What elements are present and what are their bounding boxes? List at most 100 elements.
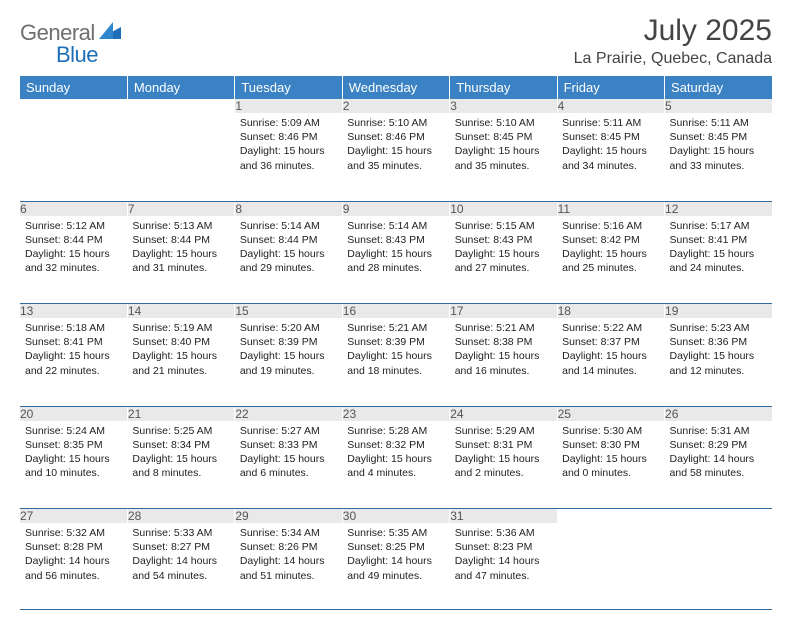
day-number: 21	[127, 406, 234, 421]
sunset-line: Sunset: 8:39 PM	[347, 335, 444, 349]
day-number: 5	[665, 99, 772, 113]
day-cell: Sunrise: 5:20 AMSunset: 8:39 PMDaylight:…	[235, 318, 342, 406]
day-cell: Sunrise: 5:15 AMSunset: 8:43 PMDaylight:…	[450, 216, 557, 304]
day-cell: Sunrise: 5:11 AMSunset: 8:45 PMDaylight:…	[557, 113, 664, 201]
day-cell: Sunrise: 5:23 AMSunset: 8:36 PMDaylight:…	[665, 318, 772, 406]
day-cell: Sunrise: 5:33 AMSunset: 8:27 PMDaylight:…	[127, 523, 234, 609]
day-number: 14	[127, 304, 234, 319]
week-row: Sunrise: 5:09 AMSunset: 8:46 PMDaylight:…	[20, 113, 772, 201]
week-row: Sunrise: 5:18 AMSunset: 8:41 PMDaylight:…	[20, 318, 772, 406]
daylight-line: Daylight: 15 hours and 31 minutes.	[132, 247, 229, 275]
day-number: 13	[20, 304, 127, 319]
daylight-line: Daylight: 15 hours and 35 minutes.	[347, 144, 444, 172]
sunrise-line: Sunrise: 5:16 AM	[562, 219, 659, 233]
daynum-row: 12345	[20, 99, 772, 113]
day-number: 18	[557, 304, 664, 319]
day-cell: Sunrise: 5:28 AMSunset: 8:32 PMDaylight:…	[342, 421, 449, 509]
daylight-line: Daylight: 14 hours and 49 minutes.	[347, 554, 444, 582]
daylight-line: Daylight: 15 hours and 2 minutes.	[455, 452, 552, 480]
sunrise-line: Sunrise: 5:18 AM	[25, 321, 122, 335]
sunrise-line: Sunrise: 5:32 AM	[25, 526, 122, 540]
sunrise-line: Sunrise: 5:21 AM	[347, 321, 444, 335]
daylight-line: Daylight: 15 hours and 6 minutes.	[240, 452, 337, 480]
day-number: 3	[450, 99, 557, 113]
calendar-table: Sunday Monday Tuesday Wednesday Thursday…	[20, 76, 772, 610]
day-number: 16	[342, 304, 449, 319]
sunrise-line: Sunrise: 5:11 AM	[562, 116, 659, 130]
sunset-line: Sunset: 8:44 PM	[132, 233, 229, 247]
day-cell	[557, 523, 664, 609]
month-title: July 2025	[574, 14, 772, 48]
day-cell: Sunrise: 5:09 AMSunset: 8:46 PMDaylight:…	[235, 113, 342, 201]
day-cell: Sunrise: 5:30 AMSunset: 8:30 PMDaylight:…	[557, 421, 664, 509]
sunset-line: Sunset: 8:34 PM	[132, 438, 229, 452]
title-block: July 2025 La Prairie, Quebec, Canada	[574, 14, 772, 68]
day-cell: Sunrise: 5:34 AMSunset: 8:26 PMDaylight:…	[235, 523, 342, 609]
week-row: Sunrise: 5:12 AMSunset: 8:44 PMDaylight:…	[20, 216, 772, 304]
day-number	[127, 99, 234, 113]
day-cell: Sunrise: 5:21 AMSunset: 8:39 PMDaylight:…	[342, 318, 449, 406]
day-cell: Sunrise: 5:14 AMSunset: 8:44 PMDaylight:…	[235, 216, 342, 304]
sunset-line: Sunset: 8:43 PM	[455, 233, 552, 247]
day-cell: Sunrise: 5:22 AMSunset: 8:37 PMDaylight:…	[557, 318, 664, 406]
sunrise-line: Sunrise: 5:10 AM	[347, 116, 444, 130]
day-number: 9	[342, 201, 449, 216]
day-cell: Sunrise: 5:18 AMSunset: 8:41 PMDaylight:…	[20, 318, 127, 406]
daylight-line: Daylight: 15 hours and 21 minutes.	[132, 349, 229, 377]
sunset-line: Sunset: 8:37 PM	[562, 335, 659, 349]
daylight-line: Daylight: 15 hours and 34 minutes.	[562, 144, 659, 172]
daylight-line: Daylight: 15 hours and 14 minutes.	[562, 349, 659, 377]
sunrise-line: Sunrise: 5:22 AM	[562, 321, 659, 335]
daylight-line: Daylight: 15 hours and 22 minutes.	[25, 349, 122, 377]
day-number: 11	[557, 201, 664, 216]
weekday-header-row: Sunday Monday Tuesday Wednesday Thursday…	[20, 76, 772, 99]
week-row: Sunrise: 5:32 AMSunset: 8:28 PM Daylight:…	[20, 523, 772, 609]
sunrise-line: Sunrise: 5:13 AM	[132, 219, 229, 233]
day-cell: Sunrise: 5:12 AMSunset: 8:44 PMDaylight:…	[20, 216, 127, 304]
daylight-line: Daylight: 15 hours and 4 minutes.	[347, 452, 444, 480]
sunrise-line: Sunrise: 5:33 AM	[132, 526, 229, 540]
daylight-line: Daylight: 15 hours and 28 minutes.	[347, 247, 444, 275]
header: General July 2025 La Prairie, Quebec, Ca…	[20, 14, 772, 68]
daynum-row: 2728293031	[20, 509, 772, 524]
daynum-row: 6789101112	[20, 201, 772, 216]
daylight-line: Daylight: 14 hours and 58 minutes.	[670, 452, 767, 480]
sunset-line: Sunset: 8:44 PM	[240, 233, 337, 247]
weekday-header: Tuesday	[235, 76, 342, 99]
sunset-line: Sunset: 8:29 PM	[670, 438, 767, 452]
day-cell: Sunrise: 5:10 AMSunset: 8:45 PMDaylight:…	[450, 113, 557, 201]
day-number: 19	[665, 304, 772, 319]
day-number: 26	[665, 406, 772, 421]
daylight-line: Daylight: 14 hours and 47 minutes.	[455, 554, 552, 582]
day-cell: Sunrise: 5:19 AMSunset: 8:40 PMDaylight:…	[127, 318, 234, 406]
day-cell: Sunrise: 5:32 AMSunset: 8:28 PMDaylight:…	[20, 523, 127, 609]
daylight-line: Daylight: 15 hours and 25 minutes.	[562, 247, 659, 275]
sunset-line: Sunset: 8:42 PM	[562, 233, 659, 247]
sunrise-line: Sunrise: 5:34 AM	[240, 526, 337, 540]
day-cell: Sunrise: 5:16 AMSunset: 8:42 PMDaylight:…	[557, 216, 664, 304]
sunset-line: Sunset: 8:41 PM	[670, 233, 767, 247]
day-number	[557, 509, 664, 524]
sunrise-line: Sunrise: 5:25 AM	[132, 424, 229, 438]
day-cell: Sunrise: 5:24 AMSunset: 8:35 PMDaylight:…	[20, 421, 127, 509]
day-number: 24	[450, 406, 557, 421]
sunset-line: Sunset: 8:40 PM	[132, 335, 229, 349]
day-number: 27	[20, 509, 127, 524]
day-cell: Sunrise: 5:10 AMSunset: 8:46 PMDaylight:…	[342, 113, 449, 201]
sunrise-line: Sunrise: 5:36 AM	[455, 526, 552, 540]
day-cell	[20, 113, 127, 201]
sunrise-line: Sunrise: 5:29 AM	[455, 424, 552, 438]
sunset-line: Sunset: 8:28 PM	[25, 540, 122, 554]
daynum-row: 20212223242526	[20, 406, 772, 421]
location: La Prairie, Quebec, Canada	[574, 50, 772, 68]
day-cell: Sunrise: 5:35 AMSunset: 8:25 PMDaylight:…	[342, 523, 449, 609]
daylight-line: Daylight: 15 hours and 36 minutes.	[240, 144, 337, 172]
day-cell	[127, 113, 234, 201]
sunrise-line: Sunrise: 5:15 AM	[455, 219, 552, 233]
day-cell: Sunrise: 5:17 AMSunset: 8:41 PMDaylight:…	[665, 216, 772, 304]
day-number: 6	[20, 201, 127, 216]
daylight-line: Daylight: 15 hours and 10 minutes.	[25, 452, 122, 480]
sunrise-line: Sunrise: 5:31 AM	[670, 424, 767, 438]
daylight-line: Daylight: 15 hours and 12 minutes.	[670, 349, 767, 377]
sunrise-line: Sunrise: 5:12 AM	[25, 219, 122, 233]
